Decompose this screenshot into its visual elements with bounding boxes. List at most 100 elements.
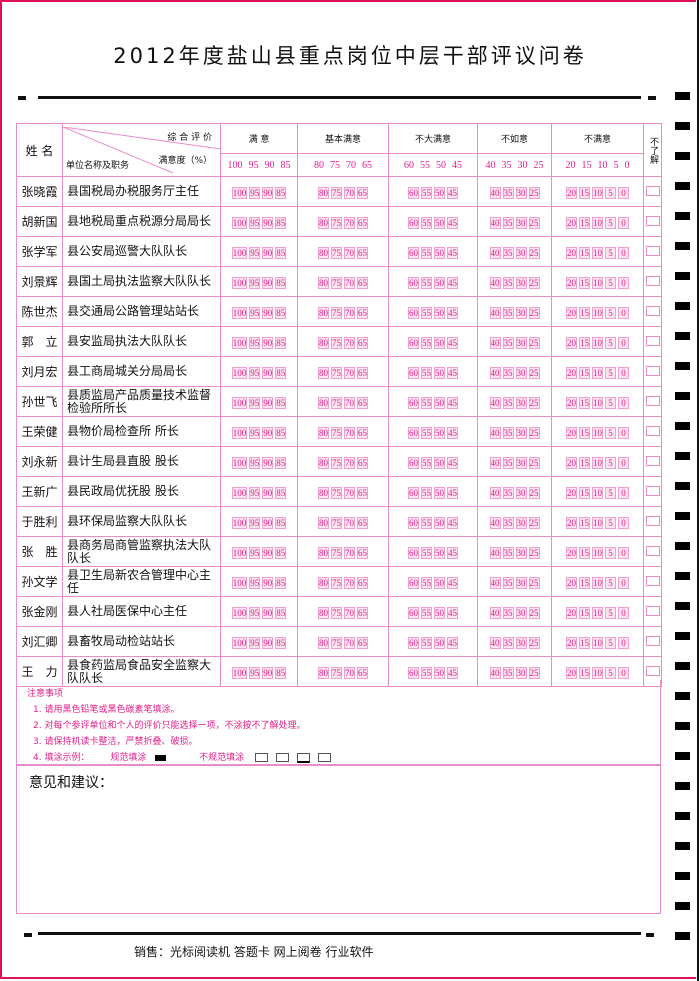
rating-bubble[interactable]: 10 [592,636,603,649]
unknown-bubble[interactable] [645,455,660,466]
rating-bubble[interactable]: 25 [528,456,540,469]
rating-bubble[interactable]: 50 [434,636,445,649]
rating-bubble[interactable]: 40 [489,396,501,409]
rating-bubble[interactable]: 15 [579,246,590,259]
rating-bubble[interactable]: 75 [331,186,342,199]
rating-bubble[interactable]: 95 [249,396,261,409]
unknown-bubble[interactable] [645,215,660,226]
rating-bubble[interactable]: 75 [331,516,342,529]
rating-bubble[interactable]: 65 [357,426,368,439]
rating-bubble[interactable]: 95 [249,576,261,589]
rating-bubble[interactable]: 100 [231,546,248,559]
rating-bubble[interactable]: 30 [515,306,527,319]
rating-bubble[interactable]: 100 [231,456,248,469]
rating-bubble[interactable]: 55 [421,486,432,499]
rating-bubble[interactable]: 90 [262,336,274,349]
rating-bubble[interactable]: 15 [579,216,590,229]
rating-bubble[interactable]: 65 [357,246,368,259]
rating-bubble[interactable]: 90 [262,246,274,259]
rating-bubble[interactable]: 50 [434,276,445,289]
rating-bubble[interactable]: 40 [489,366,501,379]
rating-bubble[interactable]: 10 [592,246,603,259]
rating-bubble[interactable]: 25 [528,186,540,199]
rating-bubble[interactable]: 70 [344,426,355,439]
rating-bubble[interactable]: 90 [262,546,274,559]
rating-bubble[interactable]: 15 [579,576,590,589]
rating-bubble[interactable]: 10 [592,546,603,559]
rating-bubble[interactable]: 95 [249,456,261,469]
rating-bubble[interactable]: 10 [592,486,603,499]
rating-bubble[interactable]: 90 [262,606,274,619]
rating-bubble[interactable]: 20 [566,306,577,319]
rating-bubble[interactable]: 35 [502,606,514,619]
rating-bubble[interactable]: 25 [528,486,540,499]
rating-bubble[interactable]: 70 [344,186,355,199]
rating-bubble[interactable]: 0 [618,366,629,379]
unknown-bubble[interactable] [645,185,660,196]
rating-bubble[interactable]: 35 [502,426,514,439]
rating-bubble[interactable]: 10 [592,396,603,409]
rating-bubble[interactable]: 25 [528,546,540,559]
rating-bubble[interactable]: 60 [408,606,419,619]
rating-bubble[interactable]: 75 [331,336,342,349]
rating-bubble[interactable]: 50 [434,246,445,259]
rating-bubble[interactable]: 10 [592,666,603,679]
rating-bubble[interactable]: 30 [515,666,527,679]
rating-bubble[interactable]: 30 [515,606,527,619]
rating-bubble[interactable]: 90 [262,306,274,319]
rating-bubble[interactable]: 40 [489,246,501,259]
rating-bubble[interactable]: 35 [502,216,514,229]
rating-bubble[interactable]: 45 [447,396,458,409]
rating-bubble[interactable]: 80 [318,426,329,439]
rating-bubble[interactable]: 0 [618,546,629,559]
rating-bubble[interactable]: 90 [262,516,274,529]
unknown-bubble[interactable] [645,485,660,496]
rating-bubble[interactable]: 95 [249,546,261,559]
rating-bubble[interactable]: 65 [357,546,368,559]
rating-bubble[interactable]: 80 [318,246,329,259]
rating-bubble[interactable]: 30 [515,216,527,229]
rating-bubble[interactable]: 5 [605,486,616,499]
rating-bubble[interactable]: 75 [331,216,342,229]
rating-bubble[interactable]: 0 [618,246,629,259]
rating-bubble[interactable]: 10 [592,456,603,469]
rating-bubble[interactable]: 35 [502,186,514,199]
rating-bubble[interactable]: 70 [344,636,355,649]
rating-bubble[interactable]: 70 [344,336,355,349]
rating-bubble[interactable]: 5 [605,546,616,559]
rating-bubble[interactable]: 70 [344,216,355,229]
rating-bubble[interactable]: 45 [447,636,458,649]
rating-bubble[interactable]: 5 [605,606,616,619]
rating-bubble[interactable]: 0 [618,456,629,469]
rating-bubble[interactable]: 80 [318,276,329,289]
rating-bubble[interactable]: 65 [357,366,368,379]
rating-bubble[interactable]: 60 [408,396,419,409]
rating-bubble[interactable]: 95 [249,606,261,619]
rating-bubble[interactable]: 65 [357,516,368,529]
rating-bubble[interactable]: 85 [275,666,287,679]
rating-bubble[interactable]: 100 [231,306,248,319]
rating-bubble[interactable]: 55 [421,606,432,619]
rating-bubble[interactable]: 70 [344,486,355,499]
rating-bubble[interactable]: 45 [447,666,458,679]
rating-bubble[interactable]: 0 [618,426,629,439]
rating-bubble[interactable]: 85 [275,186,287,199]
rating-bubble[interactable]: 10 [592,576,603,589]
rating-bubble[interactable]: 75 [331,276,342,289]
rating-bubble[interactable]: 100 [231,216,248,229]
rating-bubble[interactable]: 90 [262,666,274,679]
rating-bubble[interactable]: 30 [515,276,527,289]
rating-bubble[interactable]: 25 [528,666,540,679]
rating-bubble[interactable]: 75 [331,576,342,589]
rating-bubble[interactable]: 30 [515,366,527,379]
unknown-bubble[interactable] [645,425,660,436]
rating-bubble[interactable]: 20 [566,276,577,289]
rating-bubble[interactable]: 30 [515,576,527,589]
rating-bubble[interactable]: 70 [344,516,355,529]
rating-bubble[interactable]: 30 [515,546,527,559]
rating-bubble[interactable]: 100 [231,606,248,619]
rating-bubble[interactable]: 45 [447,486,458,499]
rating-bubble[interactable]: 55 [421,666,432,679]
rating-bubble[interactable]: 90 [262,276,274,289]
rating-bubble[interactable]: 15 [579,546,590,559]
